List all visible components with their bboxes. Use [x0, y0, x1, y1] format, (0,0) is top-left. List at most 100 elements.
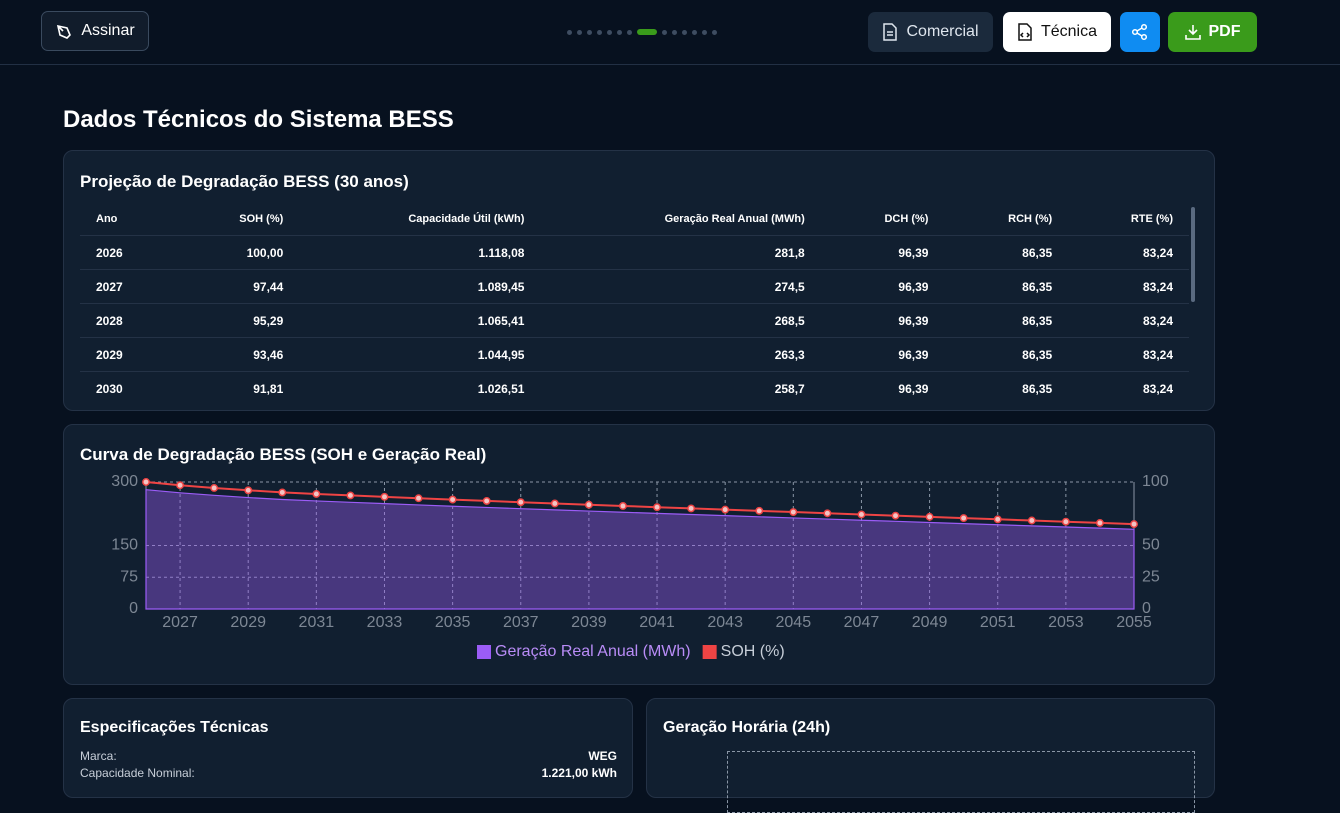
point	[448, 495, 457, 504]
point	[993, 515, 1002, 524]
cell: 258,7	[540, 371, 821, 395]
page-title: Dados Técnicos do Sistema BESS	[63, 106, 454, 133]
x-tick-label: 2037	[503, 614, 539, 631]
dot	[597, 29, 602, 35]
column-header: SOH (%)	[175, 202, 300, 236]
spec-value: WEG	[588, 748, 617, 763]
dot	[607, 29, 612, 35]
y2-tick-label: 100	[1142, 473, 1169, 490]
doc-icon	[1018, 23, 1032, 41]
point	[891, 511, 900, 520]
column-header: DCH (%)	[820, 202, 945, 236]
cell: 86,35	[944, 337, 1069, 372]
cell: 83,24	[1068, 269, 1189, 304]
cell: 91,81	[175, 371, 300, 395]
dot	[577, 29, 582, 35]
cell: 1.089,45	[299, 269, 541, 304]
dot	[587, 29, 592, 35]
x-tick-label: 2029	[230, 614, 266, 631]
point	[482, 496, 491, 505]
cell: 1.118,08	[299, 235, 541, 270]
point	[550, 499, 559, 508]
cell: 83,24	[1068, 235, 1189, 270]
spec-label: Marca:	[80, 748, 117, 763]
cell: 1.044,95	[299, 337, 541, 372]
label: Assinar	[81, 22, 135, 39]
cell: 86,35	[944, 235, 1069, 270]
table: Ano SOH (%) Capacidade Útil (kWh) Geração R…	[80, 202, 1189, 395]
table-row: 2028 95,29 1.065,41 268,5 96,39 86,35 83,24	[80, 303, 1189, 338]
point	[857, 510, 866, 519]
panel-title: Especificações Técnicas	[80, 719, 269, 736]
cell: 96,39	[820, 371, 945, 395]
x-tick-label: 2035	[435, 614, 471, 631]
cell: 97,44	[175, 269, 300, 304]
spec-row: Marca: WEG	[80, 747, 617, 764]
point	[1061, 517, 1070, 526]
dot	[672, 29, 677, 35]
y-tick-label: 300	[111, 473, 138, 490]
legend-swatch	[477, 645, 491, 659]
column-header: Geração Real Anual (MWh)	[540, 202, 821, 236]
point	[176, 481, 185, 490]
column-header: Capacidade Útil (kWh)	[299, 202, 541, 236]
cell: 100,00	[175, 235, 300, 270]
chart-frame	[727, 751, 1195, 813]
y-tick-label: 75	[120, 568, 138, 585]
point	[244, 486, 253, 495]
dot	[567, 29, 572, 35]
cell: 86,35	[944, 303, 1069, 338]
dot	[682, 29, 687, 35]
point	[1130, 520, 1138, 529]
specs-panel: Especificações Técnicas Marca: WEG Capacid…	[63, 698, 633, 798]
point	[346, 491, 355, 500]
spec-list: Marca: WEG Capacidade Nominal: 1.221,00 kWh	[80, 747, 617, 781]
area	[145, 489, 1135, 610]
hourly-panel: Geração Horária (24h)	[646, 698, 1215, 813]
x-tick-label: 2045	[776, 614, 812, 631]
pen-icon	[57, 24, 72, 39]
point	[414, 494, 423, 503]
cell: 93,46	[175, 337, 300, 372]
cell: 96,39	[820, 235, 945, 270]
cell: 86,35	[944, 371, 1069, 395]
point	[925, 512, 934, 521]
scrollbar	[1191, 207, 1195, 302]
cell: 96,39	[820, 269, 945, 304]
point	[823, 509, 832, 518]
point	[278, 488, 287, 497]
cell: 86,35	[944, 269, 1069, 304]
x-tick-label: 2051	[980, 614, 1016, 631]
sign-button[interactable]: Assinar	[41, 11, 149, 51]
legend-label: Geração Real Anual (MWh)	[495, 643, 691, 660]
download-icon	[1184, 25, 1201, 40]
share-icon	[1131, 23, 1148, 41]
cell: 281,8	[540, 235, 821, 270]
cell: 263,3	[540, 337, 821, 372]
point	[687, 504, 696, 513]
table-scroll: Ano SOH (%) Capacidade Útil (kWh) Geração R…	[80, 202, 1189, 395]
table-row: 2026 100,00 1.118,08 281,8 96,39 86,35 83,24	[80, 235, 1189, 270]
y2-tick-label: 50	[1142, 537, 1160, 554]
cell: 95,29	[175, 303, 300, 338]
x-tick-label: 2027	[162, 614, 198, 631]
doc-icon	[883, 23, 898, 41]
point	[380, 492, 389, 501]
cell: 2030	[80, 371, 176, 395]
cell: 2028	[80, 303, 176, 338]
technical-button[interactable]: Técnica	[1003, 12, 1111, 52]
pdf-button[interactable]: PDF	[1168, 12, 1257, 52]
commercial-button[interactable]: Comercial	[868, 12, 993, 52]
table-row: 2030 91,81 1.026,51 258,7 96,39 86,35 83,24	[80, 371, 1189, 395]
x-tick-label: 2055	[1116, 614, 1152, 631]
cell: 83,24	[1068, 371, 1189, 395]
point	[755, 506, 764, 515]
point	[721, 505, 730, 514]
point	[1027, 516, 1036, 525]
share-button[interactable]	[1120, 12, 1160, 52]
point	[584, 500, 593, 509]
x-tick-label: 2041	[639, 614, 675, 631]
header: Assinar Comercial Técnica PDF	[0, 0, 1340, 65]
x-tick-label: 2039	[571, 614, 607, 631]
